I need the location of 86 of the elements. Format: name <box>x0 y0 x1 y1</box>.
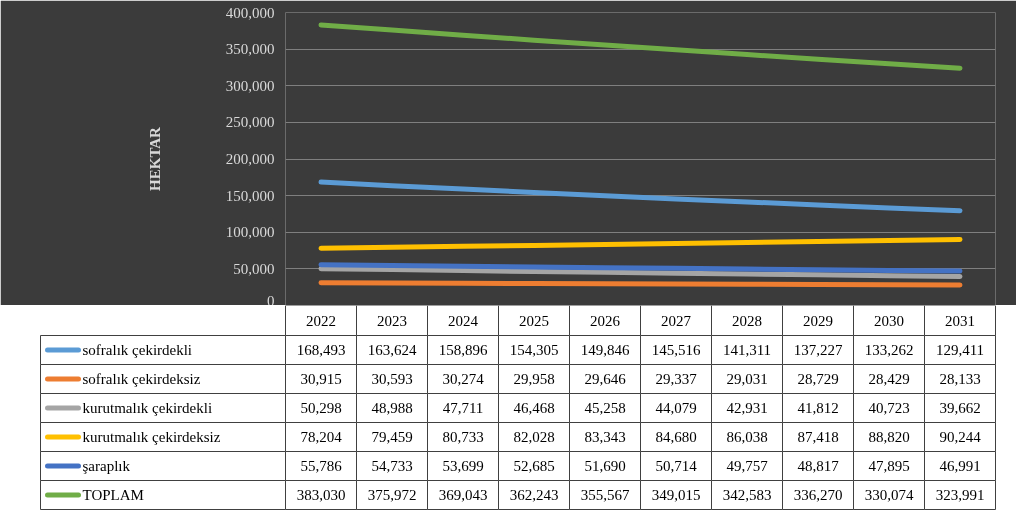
x-tick-label: 2028 <box>732 312 762 329</box>
text: 48,817 <box>797 458 839 474</box>
text: 47,711 <box>442 400 484 416</box>
text: 52,685 <box>513 458 555 474</box>
y-tick-label: 350,000 <box>225 41 275 58</box>
y-tick-label: 50,000 <box>233 260 275 277</box>
text: 323,991 <box>935 487 985 503</box>
text: 145,516 <box>651 342 701 358</box>
x-tick-label: 2023 <box>377 312 407 329</box>
text: 383,030 <box>296 487 346 503</box>
text: 46,991 <box>939 458 981 474</box>
x-tick-label: 2031 <box>945 312 975 329</box>
text: 45,258 <box>584 400 626 416</box>
text: 48,988 <box>371 400 413 416</box>
text: 28,729 <box>797 371 839 387</box>
text: 129,411 <box>935 342 985 358</box>
text: 44,079 <box>655 400 697 416</box>
y-axis-title: HEKTAR <box>146 126 163 191</box>
text: 55,786 <box>300 458 342 474</box>
text: 349,015 <box>651 487 701 503</box>
text: 42,931 <box>726 400 768 416</box>
text: 163,624 <box>367 342 417 358</box>
text: 362,243 <box>509 487 559 503</box>
y-tick-label: 150,000 <box>225 187 275 204</box>
y-tick-label: 200,000 <box>225 151 275 167</box>
text: 28,429 <box>868 371 910 387</box>
text: 54,733 <box>371 458 413 474</box>
y-tick-label: 100,000 <box>225 224 275 241</box>
text: 49,757 <box>726 458 768 474</box>
legend-label: kurutmalık çekirdeksiz <box>82 429 221 445</box>
text: 30,593 <box>371 371 413 387</box>
text: 88,820 <box>868 429 910 445</box>
text: 40,723 <box>868 400 910 416</box>
text: 47,895 <box>868 458 910 474</box>
text: 39,662 <box>939 400 981 416</box>
x-tick-label: 2029 <box>803 312 833 329</box>
text: 29,958 <box>513 371 555 387</box>
text: 369,043 <box>438 487 488 503</box>
text: 29,646 <box>584 371 626 387</box>
text: 51,690 <box>584 458 626 474</box>
x-tick-label: 2027 <box>661 312 692 329</box>
text: 330,074 <box>864 487 914 503</box>
text: 90,244 <box>939 429 981 445</box>
text: 28,133 <box>939 371 981 387</box>
text: 84,680 <box>655 429 697 445</box>
text: 30,274 <box>442 371 484 387</box>
legend-label: TOPLAM <box>82 487 144 503</box>
x-tick-label: 2030 <box>874 312 904 329</box>
text: 53,699 <box>442 458 484 474</box>
text: 342,583 <box>722 487 772 503</box>
text: 133,262 <box>864 342 914 358</box>
text: 50,714 <box>655 458 697 474</box>
text: 80,733 <box>442 429 484 445</box>
y-tick-label: 300,000 <box>225 77 275 94</box>
x-tick-label: 2026 <box>590 312 621 329</box>
text: 355,567 <box>580 487 630 503</box>
text: 158,896 <box>438 342 488 358</box>
text: 50,298 <box>300 400 342 416</box>
legend-label: şaraplık <box>82 458 131 474</box>
text: 168,493 <box>296 342 346 358</box>
y-tick-label: 0 <box>267 292 275 309</box>
text: 375,972 <box>367 487 417 503</box>
text: 82,028 <box>513 429 555 445</box>
text: 83,343 <box>584 429 626 445</box>
text: 87,418 <box>797 429 839 445</box>
x-tick-label: 2025 <box>519 312 549 329</box>
legend-label: sofralık çekirdeksiz <box>82 371 201 387</box>
text: 41,812 <box>797 400 839 416</box>
text: 149,846 <box>580 342 630 358</box>
legend-label: sofralık çekirdekli <box>82 342 193 358</box>
text: 86,038 <box>726 429 768 445</box>
text: 46,468 <box>513 400 555 416</box>
x-tick-label: 2024 <box>448 312 479 329</box>
text: 336,270 <box>793 487 843 503</box>
x-tick-label: 2022 <box>306 312 336 329</box>
text: 30,915 <box>300 371 342 387</box>
legend-label: kurutmalık çekirdekli <box>82 400 213 416</box>
text: 29,337 <box>655 371 697 387</box>
text: 29,031 <box>726 371 768 387</box>
text: 78,204 <box>300 429 342 445</box>
y-tick-label: 250,000 <box>225 114 275 131</box>
text: 137,227 <box>793 342 843 358</box>
text: 141,311 <box>722 342 772 358</box>
text: 154,305 <box>509 342 559 358</box>
y-tick-label: 400,000 <box>225 4 275 21</box>
text: 79,459 <box>371 429 413 445</box>
